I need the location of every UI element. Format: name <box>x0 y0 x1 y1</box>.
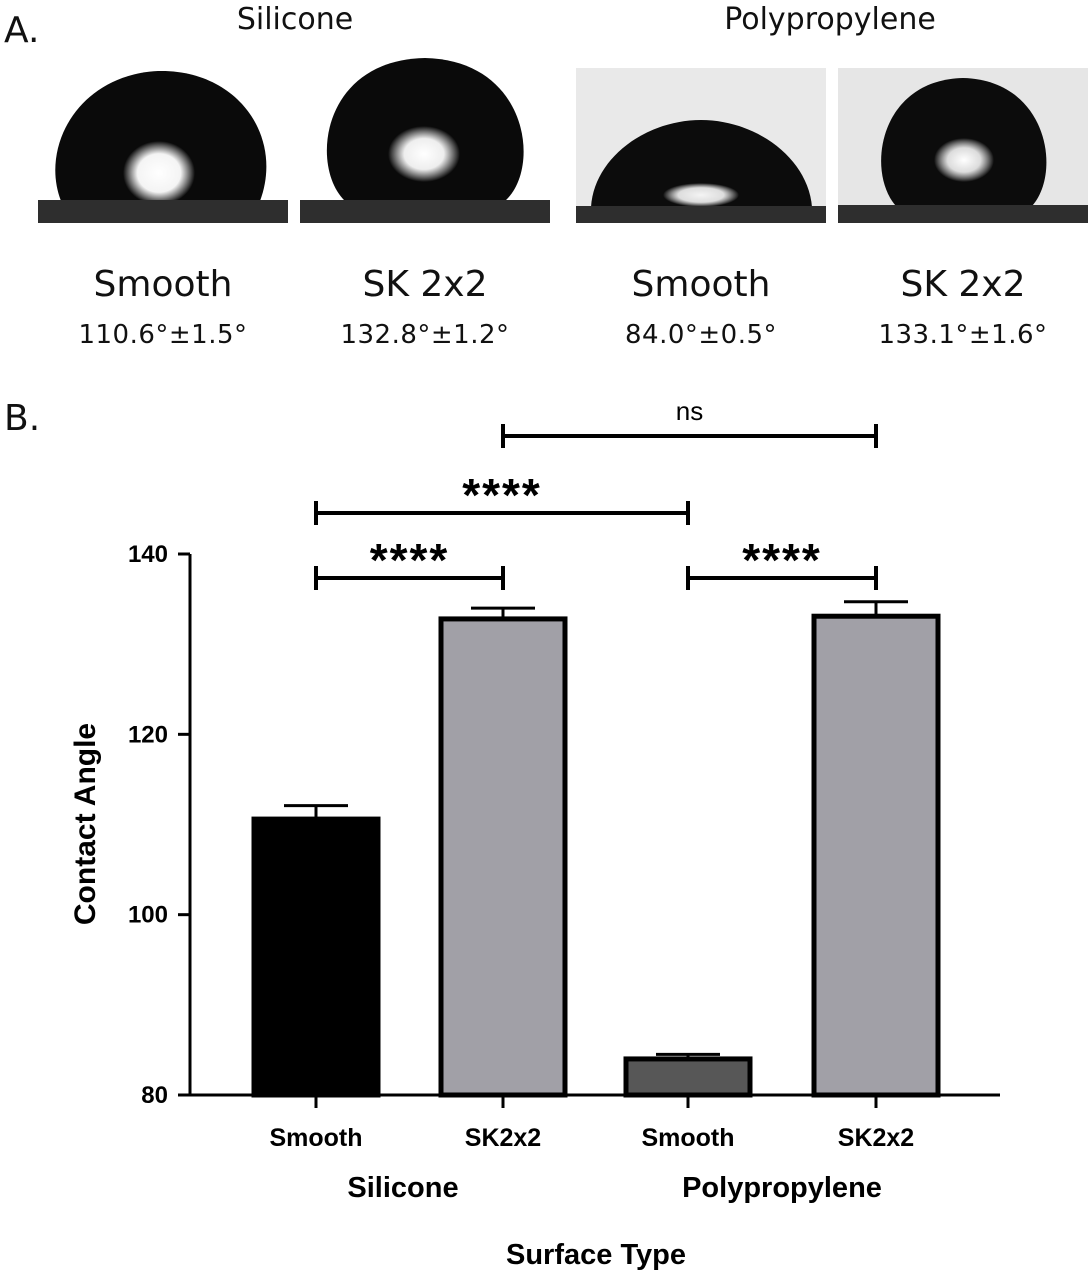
bar <box>623 1056 753 1098</box>
y-tick-label: 80 <box>141 1082 168 1109</box>
droplet-image-polypropylene-sk2x2 <box>838 68 1088 223</box>
significance-label: **** <box>370 534 450 586</box>
group-heading-polypropylene: Polypropylene <box>724 2 936 37</box>
x-tick-label: Smooth <box>641 1124 734 1152</box>
droplet-angle-value: 133.1°±1.6° <box>878 320 1048 350</box>
significance-label: ns <box>676 396 703 426</box>
droplet-image-polypropylene-smooth <box>576 68 826 223</box>
droplet-angle-value: 132.8°±1.2° <box>340 320 510 350</box>
significance-label: **** <box>742 534 822 586</box>
y-axis-title: Contact Angle <box>69 723 102 925</box>
droplet-angle-value: 110.6°±1.5° <box>78 320 248 350</box>
group-heading-silicone: Silicone <box>236 2 354 37</box>
x-axis-title: Surface Type <box>506 1239 686 1271</box>
droplet-image-silicone-smooth <box>38 67 288 223</box>
bar <box>811 613 941 1098</box>
x-tick-label: SK2x2 <box>465 1124 541 1152</box>
droplet-surface-label: SK 2x2 <box>900 264 1026 305</box>
droplet-surface-label: Smooth <box>93 264 233 305</box>
x-group-label: Silicone <box>347 1172 458 1204</box>
y-tick-label: 100 <box>128 902 168 929</box>
panel-b-label: B. <box>4 398 41 439</box>
significance-label: **** <box>462 469 542 521</box>
x-tick-label: Smooth <box>269 1124 362 1152</box>
bar <box>251 816 381 1098</box>
droplet-surface-label: SK 2x2 <box>362 264 488 305</box>
droplet-angle-value: 84.0°±0.5° <box>624 320 778 350</box>
x-group-label: Polypropylene <box>682 1172 882 1204</box>
panel-a-label: A. <box>4 10 40 51</box>
droplet-image-silicone-sk2x2 <box>300 58 550 223</box>
y-tick-label: 140 <box>128 541 168 568</box>
x-tick-label: SK2x2 <box>838 1124 914 1152</box>
y-tick-label: 120 <box>128 721 168 748</box>
bar <box>438 616 568 1098</box>
droplet-surface-label: Smooth <box>631 264 771 305</box>
